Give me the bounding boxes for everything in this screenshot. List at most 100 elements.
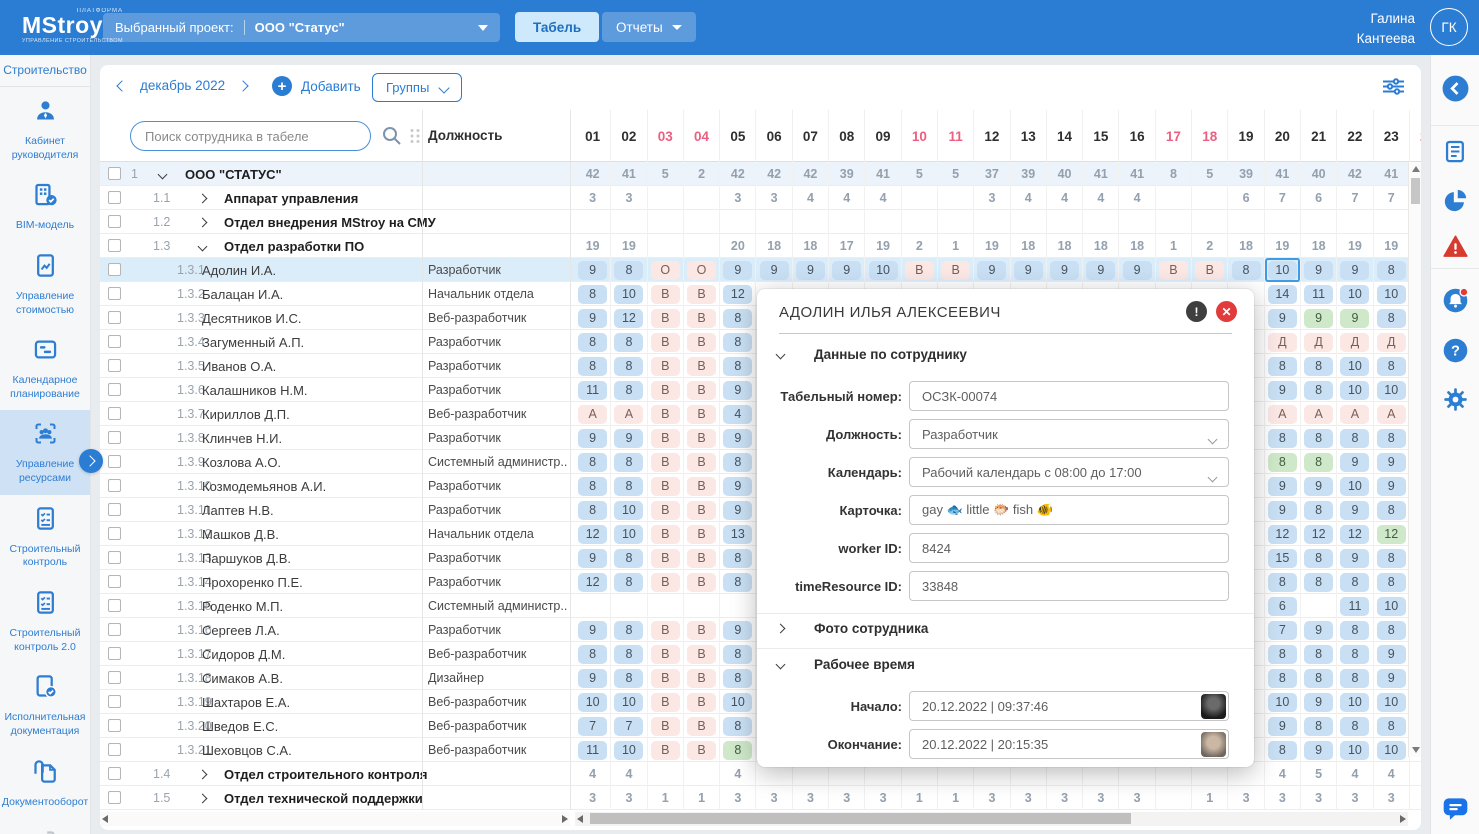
day-cell[interactable] (865, 210, 902, 234)
day-cell[interactable]: В (1156, 258, 1193, 282)
day-cell[interactable]: 12 (720, 282, 757, 306)
day-cell[interactable]: Д (1265, 330, 1301, 354)
day-header[interactable]: 14 (1047, 110, 1084, 162)
sidebar-item[interactable]: Управление ресурсами (0, 410, 90, 495)
day-cell[interactable]: 8 (720, 546, 757, 570)
day-cell[interactable]: 39 (1011, 162, 1047, 186)
vertical-scrollbar[interactable] (1408, 162, 1421, 757)
day-cell[interactable]: 9 (974, 258, 1011, 282)
day-cell[interactable]: 7 (611, 714, 648, 738)
scroll-left-icon[interactable] (102, 815, 108, 823)
drag-handle-icon[interactable] (409, 128, 421, 149)
day-cell[interactable] (793, 210, 830, 234)
day-cell[interactable]: 8 (1265, 738, 1301, 762)
day-cell[interactable]: 8 (1374, 258, 1410, 282)
day-cell[interactable]: 42 (575, 162, 612, 186)
day-cell[interactable]: 8 (1337, 570, 1374, 594)
day-cell[interactable]: 8 (720, 666, 757, 690)
row-checkbox[interactable] (108, 191, 121, 204)
day-cell[interactable]: 4 (1374, 762, 1410, 786)
row-checkbox[interactable] (108, 239, 121, 252)
day-cell[interactable]: 8 (611, 618, 648, 642)
row-checkbox[interactable] (108, 767, 121, 780)
day-cell[interactable]: 8 (1374, 618, 1410, 642)
day-cell[interactable] (648, 210, 684, 234)
day-cell[interactable]: 4 (1337, 762, 1374, 786)
day-cell[interactable]: 8 (720, 714, 757, 738)
day-cell[interactable]: 8 (1301, 546, 1338, 570)
day-cell[interactable]: 3 (1083, 786, 1120, 810)
day-header[interactable]: 11 (938, 110, 975, 162)
day-cell[interactable]: В (684, 738, 721, 762)
scrollbar-thumb[interactable] (590, 813, 1131, 824)
tree-toggle[interactable] (192, 762, 212, 786)
day-cell[interactable] (1228, 522, 1265, 546)
day-cell[interactable]: 8 (720, 738, 757, 762)
day-cell[interactable]: 9 (1337, 306, 1374, 330)
next-month-icon[interactable] (237, 79, 249, 92)
report-icon[interactable] (1442, 138, 1469, 165)
day-cell[interactable]: 12 (575, 522, 612, 546)
day-cell[interactable]: В (648, 618, 684, 642)
day-cell[interactable]: 9 (1301, 690, 1338, 714)
row-checkbox[interactable] (108, 167, 121, 180)
day-cell[interactable]: 14 (1265, 282, 1301, 306)
day-cell[interactable]: 8 (1374, 714, 1410, 738)
day-cell[interactable]: 3 (1374, 786, 1410, 810)
row-checkbox[interactable] (108, 599, 121, 612)
day-cell[interactable] (757, 762, 793, 786)
day-cell[interactable]: 3 (1047, 786, 1084, 810)
day-cell[interactable] (1228, 282, 1265, 306)
row-checkbox[interactable] (108, 743, 121, 756)
day-cell[interactable]: 8 (611, 450, 648, 474)
day-cell[interactable] (648, 762, 684, 786)
day-cell[interactable] (1011, 762, 1047, 786)
day-cell[interactable]: 9 (1337, 546, 1374, 570)
day-cell[interactable]: 17 (829, 234, 866, 258)
filter-settings-icon[interactable] (1382, 78, 1405, 100)
day-cell[interactable] (648, 234, 684, 258)
day-cell[interactable]: 2 (902, 234, 938, 258)
day-cell[interactable] (1228, 426, 1265, 450)
day-header[interactable]: 10 (902, 110, 938, 162)
row-checkbox[interactable] (108, 431, 121, 444)
field-input[interactable]: ОСЗК-00074 (909, 381, 1229, 411)
collapse-panel-icon[interactable] (1442, 75, 1469, 102)
section-work-time[interactable]: Рабочее время (775, 657, 915, 672)
day-cell[interactable]: Д (1301, 330, 1338, 354)
day-cell[interactable]: 2 (684, 162, 721, 186)
day-cell[interactable]: 10 (611, 738, 648, 762)
day-cell[interactable]: В (684, 642, 721, 666)
day-cell[interactable]: 19 (865, 234, 902, 258)
row-checkbox[interactable] (108, 215, 121, 228)
day-cell[interactable] (1228, 666, 1265, 690)
row-checkbox[interactable] (108, 623, 121, 636)
day-cell[interactable] (902, 762, 938, 786)
day-cell[interactable] (1374, 210, 1410, 234)
day-cell[interactable]: 8 (1265, 666, 1301, 690)
day-cell[interactable]: 4 (865, 186, 902, 210)
day-cell[interactable]: 11 (1337, 594, 1374, 618)
day-cell[interactable]: 8 (575, 474, 612, 498)
day-cell[interactable]: В (648, 642, 684, 666)
day-cell[interactable]: 6 (1301, 186, 1338, 210)
day-cell[interactable]: 7 (1265, 618, 1301, 642)
sidebar-expand-button[interactable] (79, 449, 103, 473)
day-cell[interactable]: 3 (720, 786, 757, 810)
day-cell[interactable]: 9 (611, 426, 648, 450)
day-cell[interactable] (1083, 210, 1120, 234)
day-cell[interactable]: 40 (1301, 162, 1338, 186)
day-cell[interactable]: В (684, 426, 721, 450)
day-cell[interactable]: 5 (938, 162, 975, 186)
day-cell[interactable]: В (684, 522, 721, 546)
day-cell[interactable]: 9 (1374, 474, 1410, 498)
day-header[interactable]: 23 (1374, 110, 1410, 162)
row-checkbox[interactable] (108, 695, 121, 708)
day-cell[interactable]: 9 (720, 258, 757, 282)
row-checkbox[interactable] (108, 791, 121, 804)
scrollbar-thumb[interactable] (1411, 178, 1420, 204)
day-cell[interactable]: В (684, 570, 721, 594)
day-cell[interactable]: 9 (575, 666, 612, 690)
day-cell[interactable] (829, 762, 866, 786)
day-cell[interactable]: 4 (720, 402, 757, 426)
